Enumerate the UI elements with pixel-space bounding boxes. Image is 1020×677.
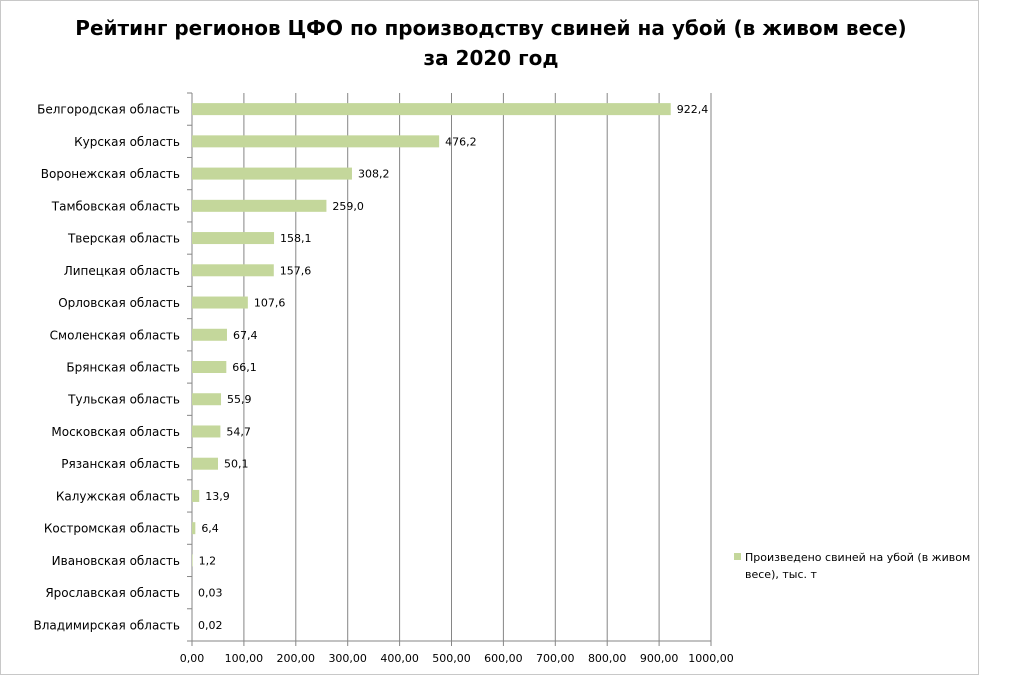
data-label: 66,1 <box>232 361 257 374</box>
category-label: Костромская область <box>44 522 180 536</box>
data-label: 0,03 <box>198 587 223 600</box>
data-label: 13,9 <box>205 490 230 503</box>
data-label: 50,1 <box>224 458 249 471</box>
category-label: Калужская область <box>56 489 180 503</box>
x-tick-label: 400,00 <box>380 652 419 665</box>
bar <box>192 554 193 567</box>
x-tick-label: 300,00 <box>328 652 367 665</box>
category-label: Курская область <box>74 135 180 149</box>
bar <box>192 199 327 212</box>
legend-label-line2: весе), тыс. т <box>745 568 817 581</box>
legend-label-line1: Произведено свиней на убой (в живом <box>745 551 971 564</box>
bar <box>192 296 248 309</box>
category-label: Липецкая область <box>64 264 180 278</box>
legend-swatch <box>734 553 741 560</box>
category-label: Тверская область <box>67 232 180 246</box>
category-label: Брянская область <box>66 361 180 375</box>
chart-title: Рейтинг регионов ЦФО по производству сви… <box>75 16 907 70</box>
bar <box>192 393 222 406</box>
bar <box>192 425 221 438</box>
x-tick-label: 500,00 <box>432 652 471 665</box>
category-label: Воронежская область <box>41 167 180 181</box>
category-label: Ивановская область <box>52 554 180 568</box>
chart-frame: Рейтинг регионов ЦФО по производству сви… <box>0 0 979 675</box>
bar <box>192 167 352 180</box>
bar <box>192 264 274 277</box>
data-label: 476,2 <box>445 135 477 148</box>
data-label: 107,6 <box>254 297 286 310</box>
category-label: Орловская область <box>58 296 180 310</box>
data-label: 54,7 <box>226 425 251 438</box>
x-tick-label: 600,00 <box>484 652 523 665</box>
bar <box>192 328 227 341</box>
bar <box>192 232 275 245</box>
data-label: 157,6 <box>280 264 312 277</box>
data-label: 922,4 <box>677 103 709 116</box>
category-label: Смоленская область <box>50 328 180 342</box>
x-tick-label: 800,00 <box>588 652 627 665</box>
bar <box>192 522 196 535</box>
data-label: 67,4 <box>233 329 257 342</box>
bar-chart-plot: 0,00 100,00 200,00 300,00 400,00 500,00 600,00… <box>34 92 734 665</box>
category-label: Московская область <box>51 425 180 439</box>
data-label: 158,1 <box>280 232 312 245</box>
category-label: Тульская область <box>67 393 180 407</box>
legend: Произведено свиней на убой (в живом весе… <box>734 549 974 583</box>
bar <box>192 361 227 373</box>
category-label: Белгородская область <box>37 103 180 117</box>
x-tick-label: 100,00 <box>225 652 264 665</box>
x-tick-label: 900,00 <box>640 652 679 665</box>
category-label: Ярославская область <box>45 586 180 600</box>
bar <box>192 103 671 116</box>
bar <box>192 489 200 502</box>
category-label: Тамбовская область <box>51 199 180 213</box>
data-label: 308,2 <box>358 168 390 181</box>
data-label: 55,9 <box>227 393 252 406</box>
bar <box>192 135 440 148</box>
x-tick-label: 1000,00 <box>688 652 734 665</box>
data-label: 259,0 <box>332 200 364 213</box>
data-label: 6,4 <box>201 522 219 535</box>
x-tick-label: 700,00 <box>536 652 575 665</box>
x-tick-label: 0,00 <box>180 652 205 665</box>
bar <box>192 457 219 470</box>
category-label: Рязанская область <box>61 457 180 471</box>
data-label: 1,2 <box>199 554 217 567</box>
x-tick-label: 200,00 <box>277 652 316 665</box>
data-label: 0,02 <box>198 619 223 632</box>
category-label: Владимирская область <box>34 618 180 632</box>
